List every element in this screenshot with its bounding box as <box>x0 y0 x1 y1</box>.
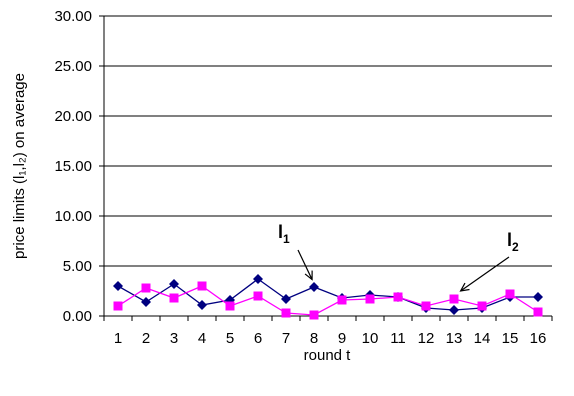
data-point-l1 <box>113 281 123 291</box>
x-tick-label: 16 <box>530 330 547 347</box>
data-point-l2 <box>225 301 235 311</box>
series-line-l2 <box>117 285 539 316</box>
annotation-label-2: l2 <box>507 230 519 254</box>
data-point-l1 <box>169 279 179 289</box>
grid-lines <box>103 15 552 317</box>
data-point-l2 <box>141 283 151 293</box>
data-point-l2 <box>169 293 179 303</box>
x-tick-label: 8 <box>310 330 318 347</box>
data-point-l2 <box>533 307 543 317</box>
annotation-label-1: l1 <box>278 222 290 246</box>
data-point-l1 <box>533 292 543 302</box>
y-tick-label: 5.00 <box>63 258 92 275</box>
data-point-l1 <box>253 274 263 284</box>
x-tick-label: 4 <box>198 330 206 347</box>
annotation-arrowhead-2 <box>459 282 470 292</box>
y-tick-label: 25.00 <box>54 58 92 75</box>
annotation-arrowhead-1 <box>304 270 313 281</box>
y-tick-label: 15.00 <box>54 158 92 175</box>
x-tick-label: 15 <box>502 330 519 347</box>
x-tick-label: 5 <box>226 330 234 347</box>
data-point-l2 <box>365 294 375 304</box>
data-point-l2 <box>393 292 403 302</box>
data-point-l2 <box>281 308 291 318</box>
data-point-l1 <box>449 305 459 315</box>
annotations: l1 l2 <box>278 222 519 292</box>
data-point-l2 <box>113 301 123 311</box>
y-axis-label: price limits (l₁,l₂) on average <box>11 73 28 259</box>
x-tick-label: 9 <box>338 330 346 347</box>
annotation-arrow-1 <box>297 249 313 280</box>
series-line-l1 <box>117 278 538 311</box>
y-tick-label: 20.00 <box>54 108 92 125</box>
x-tick-label: 1 <box>114 330 122 347</box>
data-point-l2 <box>477 301 487 311</box>
data-point-l1 <box>281 294 291 304</box>
y-tick-label: 10.00 <box>54 208 92 225</box>
x-tick-label: 2 <box>142 330 150 347</box>
y-tick-label: 30.00 <box>54 8 92 25</box>
data-point-l2 <box>253 291 263 301</box>
y-tick-label: 0.00 <box>63 308 92 325</box>
x-tick-label: 11 <box>390 330 406 347</box>
data-point-l2 <box>309 310 319 320</box>
annotation-arrow-2 <box>460 256 510 292</box>
x-tick-label: 6 <box>254 330 262 347</box>
x-axis-ticks: 1 2 3 4 5 6 7 8 9 10 11 12 13 14 15 16 <box>103 316 553 347</box>
data-point-l2 <box>421 301 431 311</box>
data-point-l1 <box>309 282 319 292</box>
data-point-l2 <box>197 281 207 291</box>
y-axis-ticks: 0.00 5.00 10.00 15.00 20.00 25.00 30.00 <box>54 8 104 325</box>
data-point-l1 <box>141 297 151 307</box>
x-tick-label: 10 <box>362 330 379 347</box>
data-point-l2 <box>505 289 515 299</box>
x-tick-label: 12 <box>418 330 435 347</box>
x-tick-label: 7 <box>282 330 290 347</box>
data-point-l2 <box>337 295 347 305</box>
series-group <box>113 274 543 320</box>
x-axis-label: round t <box>304 347 352 364</box>
x-tick-label: 3 <box>170 330 178 347</box>
data-point-l1 <box>197 300 207 310</box>
x-tick-label: 13 <box>446 330 463 347</box>
data-point-l2 <box>449 294 459 304</box>
x-tick-label: 14 <box>474 330 491 347</box>
